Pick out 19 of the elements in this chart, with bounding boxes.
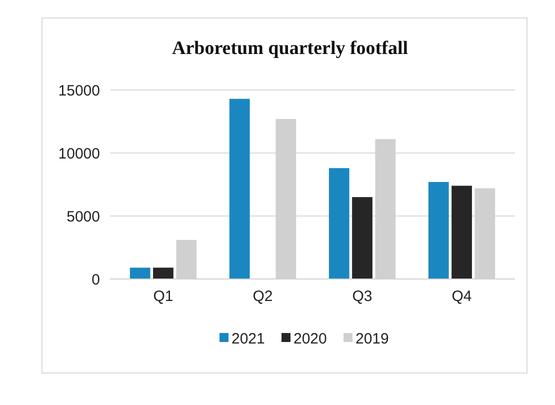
chart-title: Arboretum quarterly footfall: [172, 38, 408, 59]
y-tick-label: 0: [92, 271, 100, 288]
legend-label: 2019: [356, 330, 389, 348]
x-tick-label: Q3: [352, 288, 372, 305]
bar: [130, 268, 150, 279]
y-tick-label: 5000: [66, 208, 100, 226]
y-tick-label: 10000: [58, 145, 100, 162]
x-tick-label: Q2: [252, 288, 273, 305]
bar: [452, 186, 472, 279]
bar: [428, 182, 449, 279]
bar: [229, 98, 250, 279]
x-tick-label: Q1: [153, 288, 174, 305]
bar: [153, 268, 174, 279]
legend-label: 2021: [232, 330, 265, 348]
y-tick-label: 15000: [58, 82, 100, 100]
bar: [328, 168, 350, 279]
x-tick-label: Q4: [452, 288, 472, 305]
bar: [352, 197, 372, 279]
legend-label: 2020: [294, 330, 327, 348]
